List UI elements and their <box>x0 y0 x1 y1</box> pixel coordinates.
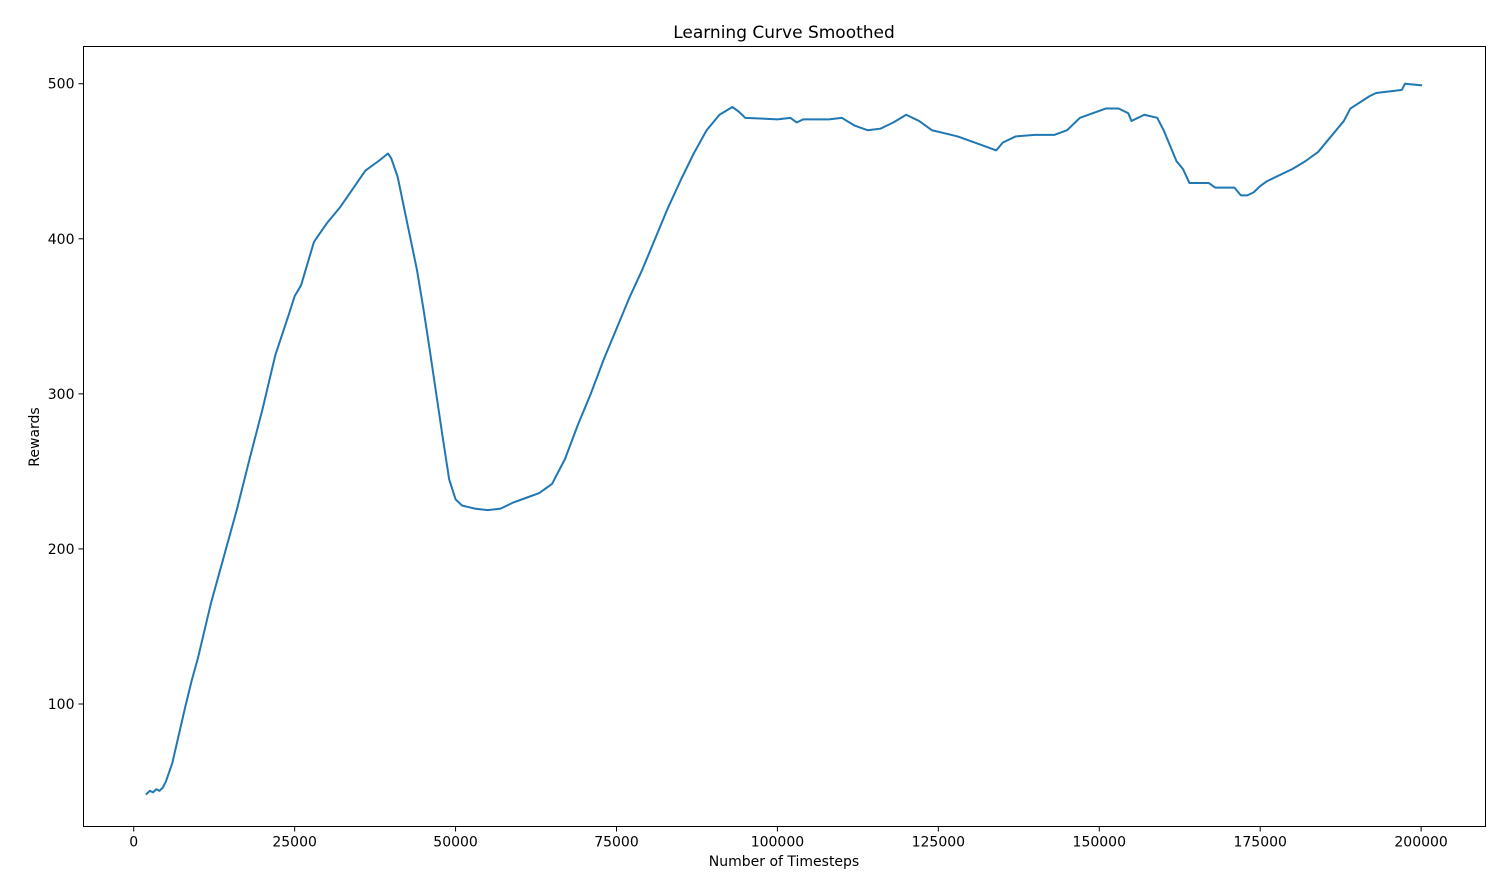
plot-frame <box>83 46 1486 827</box>
x-tick-label: 150000 <box>1073 835 1126 851</box>
x-tick-label: 175000 <box>1233 835 1286 851</box>
y-tick-label: 100 <box>48 697 75 713</box>
y-tick-label: 500 <box>48 77 75 93</box>
y-axis-title: Rewards <box>27 407 43 466</box>
x-tick-label: 25000 <box>272 835 317 851</box>
x-tick-label: 200000 <box>1394 835 1447 851</box>
y-tick-label: 300 <box>48 387 75 403</box>
x-tick-label: 100000 <box>751 835 804 851</box>
x-tick-label: 0 <box>129 835 138 851</box>
reward-line <box>145 82 1423 796</box>
x-axis: 0 25000 50000 75000 100000 125000 150000 175000… <box>129 826 1448 851</box>
y-tick-label: 400 <box>48 232 75 248</box>
x-tick-label: 50000 <box>433 835 478 851</box>
x-tick-label: 125000 <box>912 835 965 851</box>
y-axis: 100 200 300 400 500 <box>48 77 84 713</box>
plot-area <box>83 46 1486 827</box>
y-tick-label: 200 <box>48 542 75 558</box>
x-tick-label: 75000 <box>594 835 639 851</box>
chart-title: Learning Curve Smoothed <box>673 23 895 43</box>
x-axis-title: Number of Timesteps <box>709 854 859 870</box>
